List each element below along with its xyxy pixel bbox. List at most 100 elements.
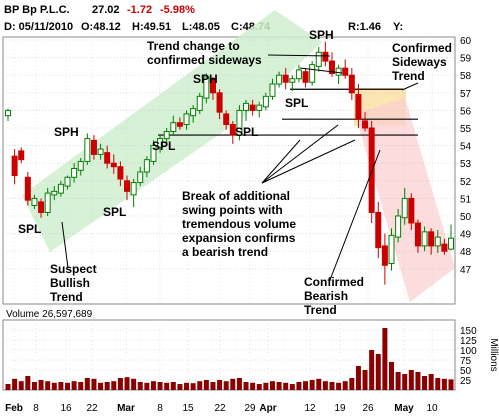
confirmed-bearish-label: Trend <box>304 303 337 317</box>
candle-body <box>190 108 197 117</box>
volume-bar <box>355 366 361 390</box>
volume-tick-label: 150 <box>460 326 477 337</box>
candle-body <box>209 78 216 94</box>
candle-body <box>176 122 183 127</box>
sph-label: SPH <box>54 125 79 139</box>
volume-bar <box>210 382 216 390</box>
volume-bar <box>203 380 209 390</box>
volume-bar <box>217 380 223 390</box>
date-tick-label: Mar <box>117 403 135 414</box>
candle-body <box>38 201 45 213</box>
spl-label: SPL <box>235 125 258 139</box>
ohlc-date: D: 05/11/2010 <box>4 21 73 33</box>
candle-body <box>328 60 335 74</box>
volume-bar <box>422 376 428 390</box>
volume-bar <box>250 382 256 390</box>
candle-body <box>44 192 51 213</box>
price-panel-frame <box>2 36 456 305</box>
break-swing-label: swing points with <box>182 203 283 217</box>
candle-body <box>170 122 177 133</box>
volume-label: Volume 26,597,689 <box>6 309 93 320</box>
candle-body <box>395 215 402 238</box>
candle-body <box>381 245 388 266</box>
candle-body <box>322 51 329 62</box>
spl-label: SPL <box>18 222 41 236</box>
suspect-bullish-label: Trend <box>50 290 83 304</box>
last-price: 27.02 <box>92 4 120 16</box>
price-tick-label: 50 <box>460 212 472 223</box>
annotation-pointer <box>61 221 69 269</box>
volume-bar <box>329 382 335 390</box>
candle-body <box>236 109 243 136</box>
date-tick-label: 19 <box>334 403 346 414</box>
candle-body <box>137 171 144 184</box>
candle-body <box>117 166 124 180</box>
candle-body <box>282 74 289 83</box>
candle-body <box>414 222 421 247</box>
volume-bar <box>369 350 375 390</box>
volume-bar <box>283 382 289 390</box>
volume-bar <box>395 372 401 390</box>
candle-body <box>302 71 309 83</box>
volume-bar <box>65 382 71 390</box>
candle-body <box>5 109 11 117</box>
volume-bar <box>349 378 355 390</box>
candle-body <box>64 176 71 187</box>
annotation-pointer <box>261 124 339 184</box>
volume-bar <box>5 384 11 390</box>
candle-body <box>243 102 250 111</box>
candle-body <box>276 74 283 85</box>
price-change: -1.72 <box>127 4 152 16</box>
annotation-pointer <box>261 139 356 184</box>
volume-unit-label: Millions <box>488 338 499 371</box>
volume-bar <box>31 382 37 390</box>
candle-body <box>434 236 441 247</box>
break-swing-label: Break of additional <box>182 189 290 203</box>
volume-bar <box>223 381 229 390</box>
date-tick-label: May <box>394 403 414 414</box>
sph-label: SPH <box>193 72 218 86</box>
axis-ticks: 4748495051525354555657585960255075100125… <box>5 36 477 414</box>
volume-bar <box>71 381 77 390</box>
candle-body <box>163 131 170 140</box>
price-tick-label: 52 <box>460 177 472 188</box>
candle-body <box>362 120 369 129</box>
volume-bar <box>91 378 97 390</box>
volume-bar <box>362 370 368 390</box>
volume-bar <box>184 382 190 390</box>
spl-label: SPL <box>285 96 308 110</box>
volume-bar <box>45 381 51 390</box>
candle-body <box>262 95 269 108</box>
candle-body <box>110 162 117 168</box>
candle-body <box>196 95 203 111</box>
break-swing-label: tremendous volume <box>182 217 296 231</box>
volume-bar <box>98 382 104 390</box>
confirmed-bearish-label: Confirmed <box>304 275 364 289</box>
volume-bar <box>263 382 269 390</box>
volume-bar <box>18 381 24 390</box>
volume-bar <box>144 382 150 390</box>
candle-body <box>124 180 131 192</box>
r-value: R:1.46 <box>348 21 381 33</box>
annotation-pointer <box>401 82 419 91</box>
volume-bars <box>5 328 454 390</box>
volume-bar <box>157 382 163 390</box>
trend-change-label: Trend change to <box>147 39 240 53</box>
volume-bar <box>51 382 57 390</box>
candle-body <box>150 145 157 162</box>
volume-bar <box>309 380 315 390</box>
volume-tick-label: 75 <box>460 356 472 367</box>
annotation-pointer <box>329 149 381 281</box>
volume-bar <box>230 378 236 390</box>
candle-body <box>71 167 78 178</box>
price-tick-label: 48 <box>460 247 472 258</box>
volume-bar <box>415 372 421 390</box>
price-tick-label: 55 <box>460 124 472 135</box>
candle-body <box>388 234 395 265</box>
candle-body <box>368 127 375 213</box>
volume-bar <box>441 378 447 390</box>
suspect-bullish-label: Suspect <box>50 262 97 276</box>
volume-bar <box>84 378 90 390</box>
volume-bar <box>408 370 414 390</box>
